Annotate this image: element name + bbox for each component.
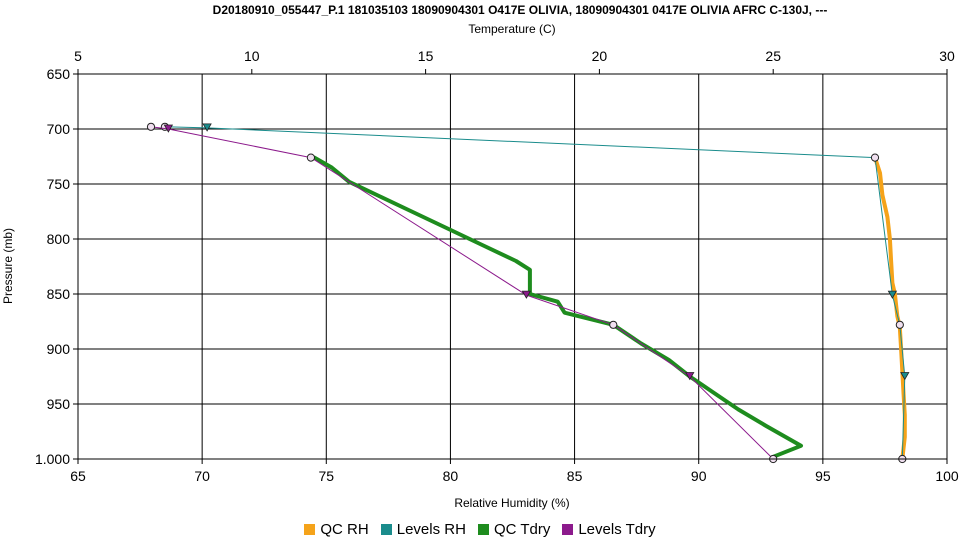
level-marker-circle — [609, 320, 618, 329]
humidity-axis-label: Relative Humidity (%) — [454, 496, 569, 510]
legend-label: QC RH — [320, 520, 369, 538]
x-top-tick-label: 25 — [765, 48, 781, 64]
series-layer — [146, 122, 910, 464]
level-marker-circle — [895, 320, 904, 329]
level-marker-circle — [306, 153, 315, 162]
x-bottom-tick-label: 80 — [443, 468, 459, 484]
legend-swatch-levels-rh — [380, 523, 392, 535]
level-marker-circle — [870, 153, 880, 162]
level-marker-triangle — [887, 290, 898, 299]
pressure-axis-label: Pressure (mb) — [1, 228, 15, 304]
y-tick-label: 700 — [47, 121, 71, 137]
legend-item-levels-rh[interactable]: Levels RH — [380, 520, 466, 538]
x-top-tick-label: 30 — [939, 48, 955, 64]
series-line-levels-rh — [164, 126, 906, 460]
x-bottom-tick-label: 90 — [691, 468, 707, 484]
y-tick-label: 650 — [47, 66, 71, 82]
x-top-tick-label: 10 — [244, 48, 260, 64]
x-top-tick-label: 20 — [592, 48, 608, 64]
legend-item-qc-tdry[interactable]: QC Tdry — [477, 520, 551, 538]
legend-swatch-qc-tdry — [477, 523, 489, 535]
x-top-tick-label: 5 — [74, 48, 82, 64]
x-bottom-tick-label: 65 — [70, 468, 86, 484]
legend-swatch-levels-tdry — [562, 523, 574, 535]
x-bottom-tick-label: 75 — [318, 468, 334, 484]
y-tick-label: 750 — [47, 176, 71, 192]
x-bottom-tick-label: 95 — [815, 468, 831, 484]
series-line-levels-tdry — [150, 126, 774, 460]
x-top-tick-label: 15 — [418, 48, 434, 64]
y-tick-label: 900 — [47, 341, 71, 357]
legend-item-qc-rh[interactable]: QC RH — [304, 520, 369, 538]
legend-swatch-qc-rh — [304, 523, 316, 535]
y-tick-label: 1.000 — [35, 451, 70, 467]
level-marker-triangle — [900, 372, 910, 381]
temperature-axis-label: Temperature (C) — [468, 22, 555, 36]
level-marker-triangle — [163, 124, 174, 133]
legend-label: QC Tdry — [493, 520, 551, 538]
legend-item-levels-tdry[interactable]: Levels Tdry — [562, 520, 656, 538]
level-marker-triangle — [521, 290, 532, 299]
level-marker-triangle — [202, 123, 212, 132]
series-line-qc-tdry — [312, 155, 803, 459]
series-line-qc-rh — [873, 155, 907, 461]
chart-title: D20180910_055447_P.1 181035103 180909043… — [213, 3, 828, 17]
y-tick-label: 850 — [47, 286, 71, 302]
level-marker-circle — [146, 122, 156, 131]
legend-label: Levels RH — [396, 520, 466, 538]
legend-label: Levels Tdry — [578, 520, 656, 538]
y-tick-label: 800 — [47, 231, 71, 247]
y-tick-label: 950 — [47, 396, 71, 412]
x-bottom-tick-label: 85 — [567, 468, 583, 484]
x-bottom-tick-label: 100 — [935, 468, 959, 484]
level-marker-triangle — [685, 372, 695, 381]
x-bottom-tick-label: 70 — [194, 468, 210, 484]
legend: QC RH Levels RH QC Tdry Levels Tdry — [0, 517, 960, 541]
plot-area-border — [77, 73, 948, 460]
grid — [77, 73, 948, 460]
